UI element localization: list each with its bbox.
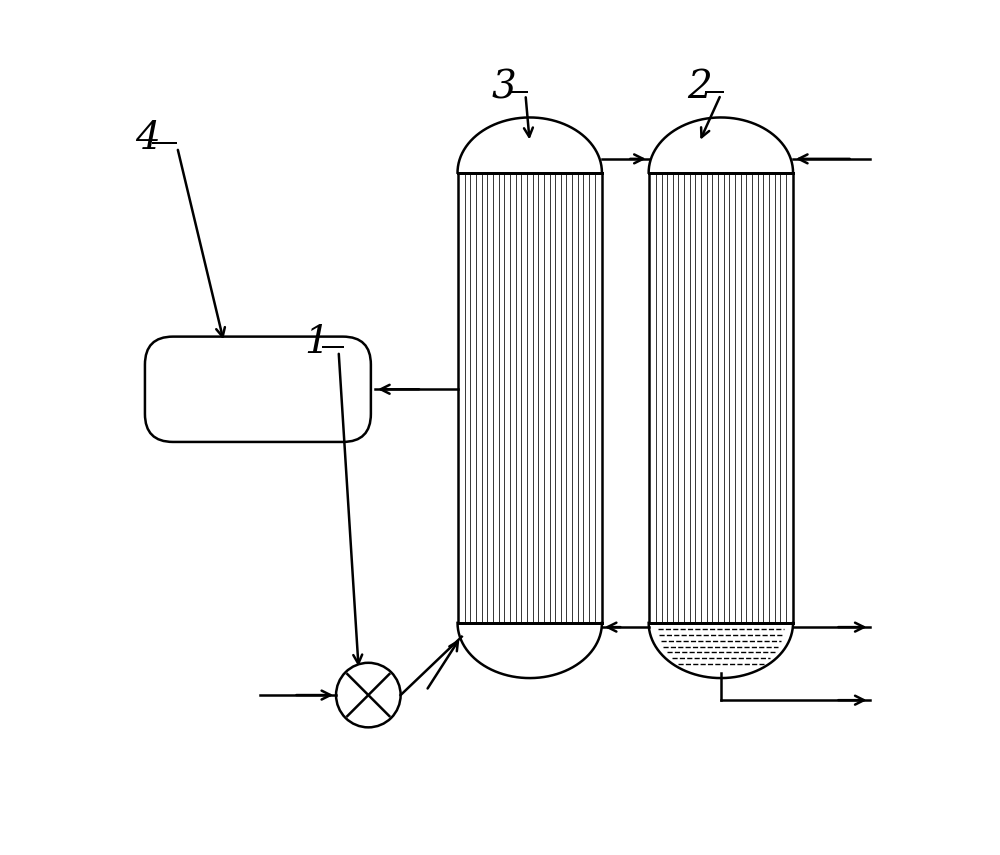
Polygon shape <box>649 117 793 173</box>
FancyBboxPatch shape <box>145 337 371 442</box>
Polygon shape <box>458 117 602 173</box>
Bar <box>649 173 793 623</box>
Text: 3: 3 <box>492 69 516 106</box>
Text: 4: 4 <box>135 121 159 157</box>
Text: 2: 2 <box>687 69 712 106</box>
Bar <box>458 173 602 623</box>
Polygon shape <box>458 623 602 678</box>
Polygon shape <box>649 623 793 678</box>
Text: 1: 1 <box>305 324 329 361</box>
